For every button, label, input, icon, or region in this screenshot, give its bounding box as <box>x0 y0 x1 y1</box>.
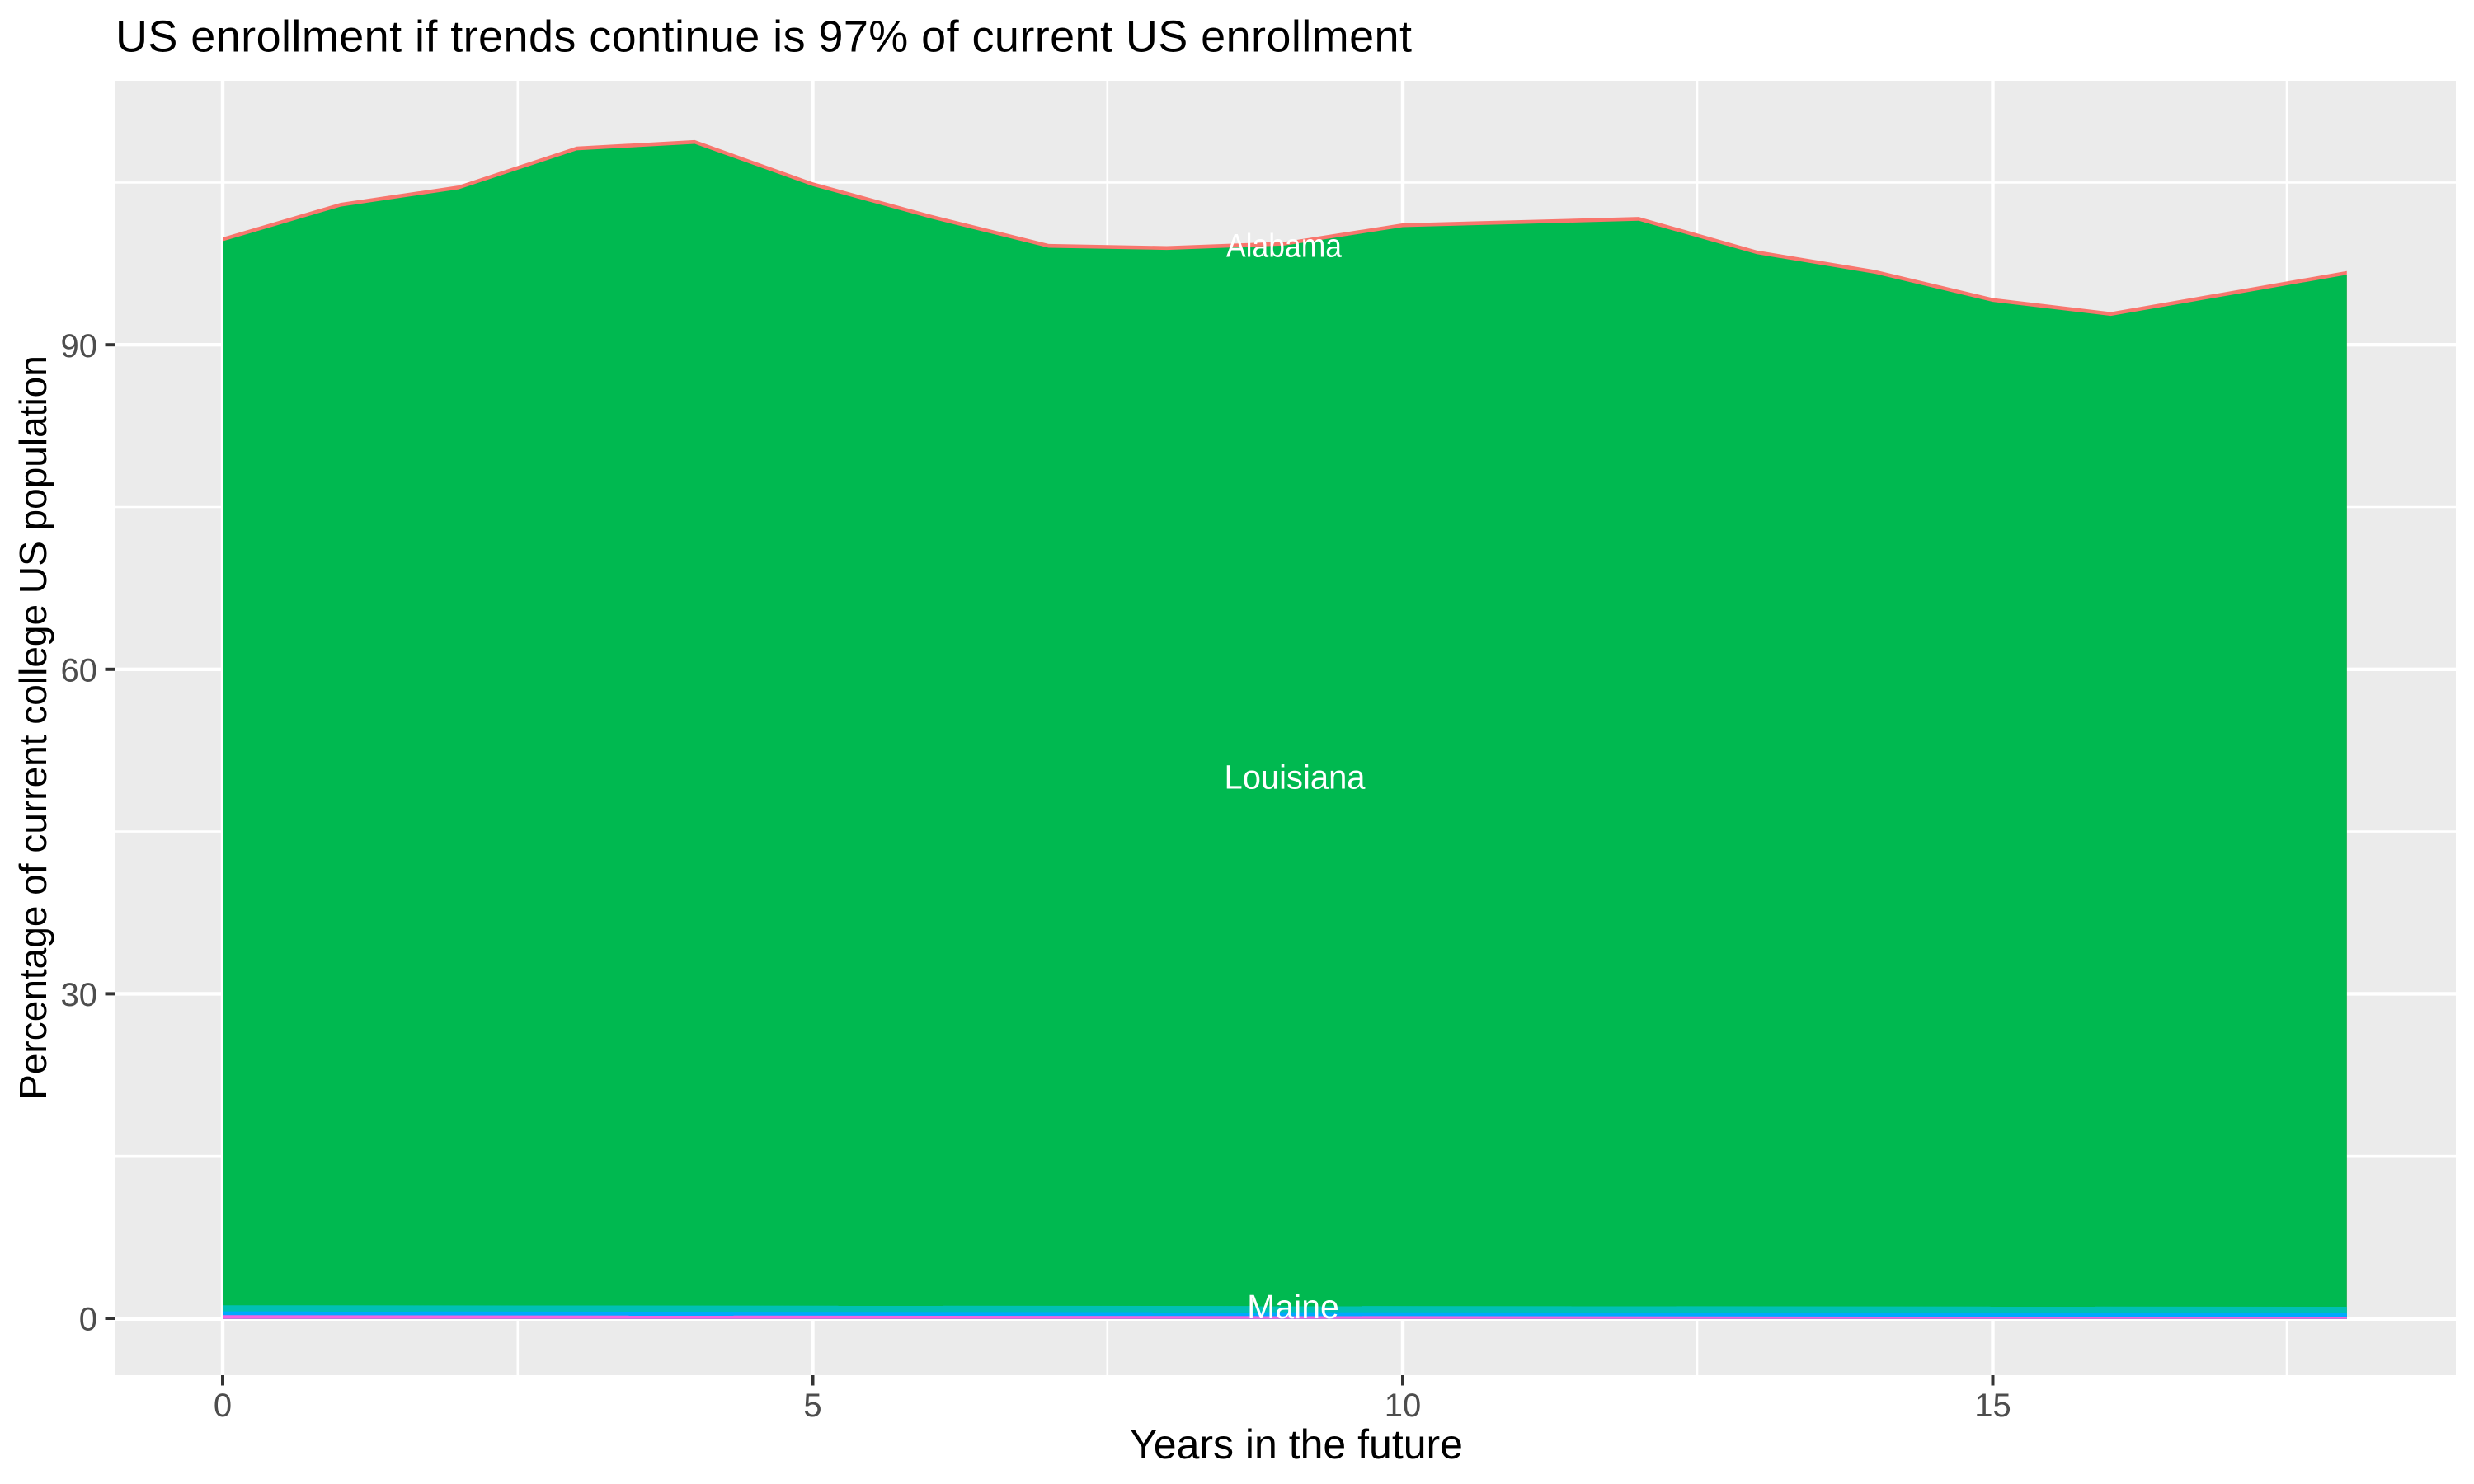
svg-text:Maine: Maine <box>1247 1288 1339 1326</box>
svg-text:90: 90 <box>61 328 98 364</box>
svg-text:10: 10 <box>1385 1388 1422 1424</box>
svg-text:Years in the future: Years in the future <box>1130 1421 1463 1468</box>
svg-text:5: 5 <box>803 1388 821 1424</box>
svg-text:Louisiana: Louisiana <box>1225 758 1366 796</box>
svg-text:0: 0 <box>79 1302 97 1338</box>
svg-text:0: 0 <box>214 1388 232 1424</box>
svg-text:Alabama: Alabama <box>1226 228 1343 265</box>
svg-text:Percentage of current college: Percentage of current college US populat… <box>12 355 54 1100</box>
svg-text:US enrollment if trends contin: US enrollment if trends continue is 97% … <box>115 12 1412 62</box>
svg-text:30: 30 <box>61 977 98 1013</box>
svg-text:15: 15 <box>1974 1388 2011 1424</box>
svg-text:60: 60 <box>61 652 98 688</box>
